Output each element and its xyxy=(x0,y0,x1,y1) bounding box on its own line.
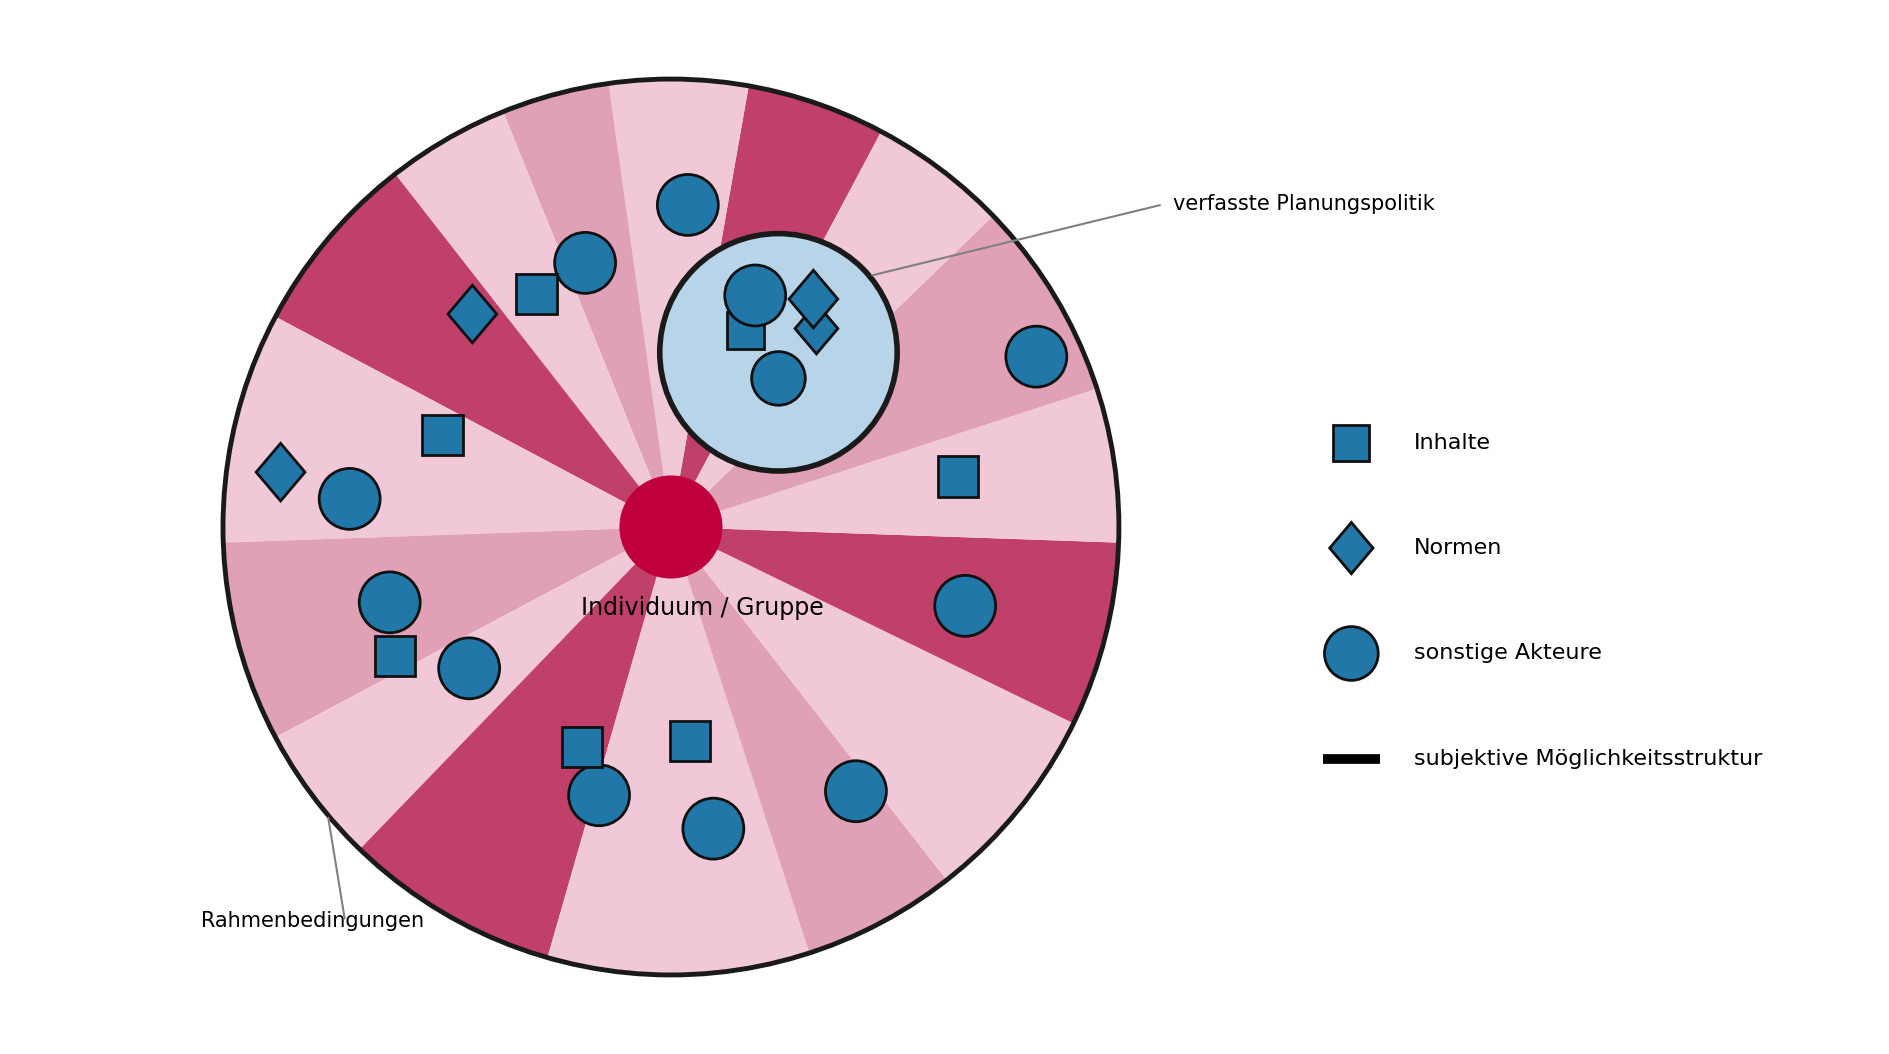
Wedge shape xyxy=(276,174,671,527)
Circle shape xyxy=(752,352,805,405)
Circle shape xyxy=(659,234,897,471)
Text: Inhalte: Inhalte xyxy=(1413,433,1490,452)
Bar xyxy=(421,414,463,455)
Polygon shape xyxy=(795,304,837,354)
Wedge shape xyxy=(671,85,880,527)
Bar xyxy=(1334,425,1368,461)
Circle shape xyxy=(825,761,886,822)
Circle shape xyxy=(438,638,499,699)
Wedge shape xyxy=(671,527,946,953)
Text: subjektive Möglichkeitsstruktur: subjektive Möglichkeitsstruktur xyxy=(1413,749,1762,768)
Text: Rahmenbedingungen: Rahmenbedingungen xyxy=(200,912,423,931)
Circle shape xyxy=(935,575,996,637)
Text: Individuum / Gruppe: Individuum / Gruppe xyxy=(580,597,824,621)
Wedge shape xyxy=(671,216,1096,527)
Circle shape xyxy=(1324,626,1377,681)
Bar xyxy=(937,456,977,496)
Circle shape xyxy=(657,175,718,235)
Circle shape xyxy=(359,572,419,632)
Bar xyxy=(374,636,416,676)
Circle shape xyxy=(620,475,722,579)
Wedge shape xyxy=(608,79,748,527)
Circle shape xyxy=(553,232,616,293)
Text: Normen: Normen xyxy=(1413,539,1502,558)
Wedge shape xyxy=(671,527,1073,880)
Bar xyxy=(561,727,603,767)
Text: verfasste Planungspolitik: verfasste Planungspolitik xyxy=(1171,195,1434,214)
Polygon shape xyxy=(257,444,304,501)
Circle shape xyxy=(682,798,744,859)
Wedge shape xyxy=(502,83,671,527)
Polygon shape xyxy=(1330,523,1371,573)
Polygon shape xyxy=(788,270,837,328)
Wedge shape xyxy=(223,316,671,543)
Polygon shape xyxy=(448,286,497,343)
Circle shape xyxy=(569,765,629,825)
Wedge shape xyxy=(359,527,671,958)
Bar xyxy=(516,274,557,314)
Text: sonstige Akteure: sonstige Akteure xyxy=(1413,644,1602,663)
Wedge shape xyxy=(395,112,671,527)
Wedge shape xyxy=(671,389,1118,543)
Circle shape xyxy=(1005,326,1065,387)
Wedge shape xyxy=(671,527,1118,723)
Bar xyxy=(669,721,710,761)
Circle shape xyxy=(723,265,786,326)
Bar xyxy=(725,312,763,350)
Wedge shape xyxy=(276,527,671,850)
Wedge shape xyxy=(223,527,671,738)
Circle shape xyxy=(319,468,380,529)
Wedge shape xyxy=(671,132,992,527)
Wedge shape xyxy=(548,527,808,975)
